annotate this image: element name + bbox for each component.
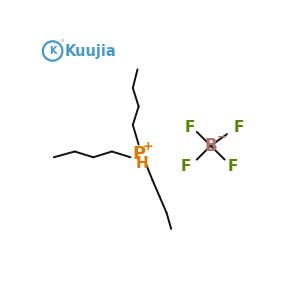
- Text: Kuujia: Kuujia: [64, 44, 116, 59]
- Text: +: +: [143, 140, 154, 153]
- Text: P: P: [132, 145, 145, 163]
- Text: B: B: [204, 137, 217, 155]
- Text: H: H: [136, 155, 148, 170]
- Text: −: −: [217, 130, 227, 143]
- Text: °: °: [61, 40, 64, 46]
- Text: F: F: [184, 120, 195, 135]
- Text: F: F: [228, 159, 238, 174]
- Text: F: F: [181, 159, 191, 174]
- Text: K: K: [49, 46, 56, 56]
- Text: F: F: [233, 120, 244, 135]
